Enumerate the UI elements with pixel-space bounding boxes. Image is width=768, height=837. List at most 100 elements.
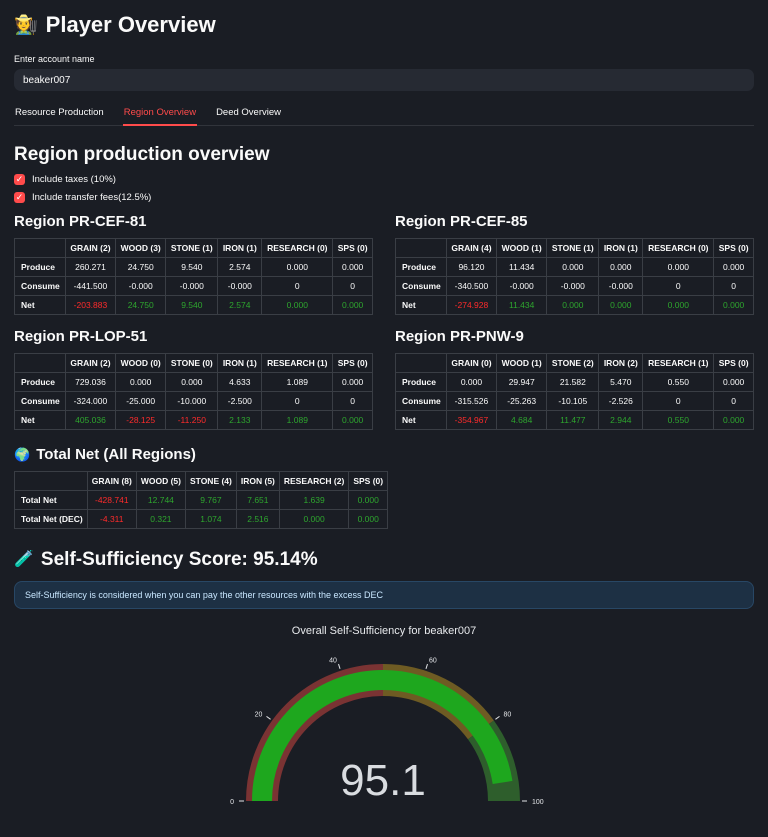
value-cell: -25.000 — [115, 391, 167, 411]
table-row: Consume -441.500 -0.000 -0.000 -0.000 0 0 — [14, 276, 373, 296]
gauge-tick-label: 100 — [532, 799, 544, 806]
farmer-icon: 🧑‍🌾 — [14, 14, 38, 36]
value-cell: 1.074 — [184, 509, 237, 529]
value-cell: -11.250 — [165, 410, 219, 430]
column-header: STONE (1) — [546, 238, 600, 258]
value-cell: 0.000 — [332, 295, 373, 315]
checkbox-include-taxes[interactable]: Include taxes (10%) — [14, 174, 754, 185]
self-sufficiency-heading: 🧪 Self-Sufficiency Score: 95.14% — [14, 549, 754, 571]
gauge-value-text: 95.1 — [340, 756, 426, 805]
region-table-wrap: GRAIN (2) WOOD (0) STONE (0) IRON (1) RESEAR… — [14, 353, 373, 430]
table-row: Net -203.883 24.750 9.540 2.574 0.000 0.000 — [14, 295, 373, 315]
column-header: RESEARCH (0) — [642, 238, 715, 258]
value-cell: 0 — [332, 391, 373, 411]
column-header: IRON (5) — [235, 471, 280, 491]
value-cell: 0 — [713, 391, 754, 411]
value-cell: 2.133 — [217, 410, 263, 430]
value-cell: 9.540 — [165, 295, 219, 315]
account-name-input[interactable] — [14, 69, 754, 91]
value-cell: 4.684 — [496, 410, 548, 430]
row-label: Produce — [395, 257, 447, 277]
total-net-table-wrap: GRAIN (8) WOOD (5) STONE (4) IRON (5) RESEAR… — [14, 471, 389, 529]
row-label: Net — [395, 295, 447, 315]
row-label: Produce — [14, 257, 66, 277]
region-title: Region PR-CEF-81 — [14, 213, 147, 230]
value-cell: 0 — [261, 391, 334, 411]
value-cell: 21.582 — [546, 372, 600, 392]
value-cell: 0.000 — [332, 257, 373, 277]
region-block: Region PR-CEF-81 GRAIN (2) WOOD (3) STONE … — [14, 213, 373, 315]
row-label: Consume — [14, 276, 66, 296]
checkbox-icon[interactable] — [14, 192, 25, 203]
column-header: WOOD (5) — [135, 471, 186, 491]
value-cell: 729.036 — [64, 372, 117, 392]
data-table: GRAIN (0) WOOD (1) STONE (2) IRON (2) RESEAR… — [395, 353, 754, 430]
value-cell: 0.000 — [713, 372, 754, 392]
value-cell: 0.000 — [115, 372, 167, 392]
column-header: STONE (0) — [165, 353, 219, 373]
value-cell: 2.516 — [235, 509, 280, 529]
value-cell: 0.000 — [713, 295, 754, 315]
table-row: Produce 0.000 29.947 21.582 5.470 0.550 0.000 — [395, 372, 754, 392]
checkbox-label: Include transfer fees(12.5%) — [32, 192, 152, 203]
gauge-tick-label: 60 — [429, 657, 437, 664]
table-row: Total Net (DEC) -4.311 0.321 1.074 2.516 0.00… — [14, 509, 389, 529]
column-header: WOOD (0) — [115, 353, 167, 373]
value-cell: 260.271 — [64, 257, 117, 277]
value-cell: 24.750 — [115, 295, 167, 315]
value-cell: 0 — [261, 276, 334, 296]
gauge-tick — [266, 715, 271, 720]
column-header: IRON (1) — [598, 238, 644, 258]
value-cell: 9.767 — [184, 490, 237, 510]
gauge-tick-label: 40 — [329, 657, 337, 664]
globe-icon: 🌍 — [14, 447, 31, 462]
gauge-tick-label: 80 — [504, 711, 512, 718]
self-sufficiency-heading-text: Self-Sufficiency Score: 95.14% — [40, 549, 318, 570]
table-row: Total Net -428.741 12.744 9.767 7.651 1.639 0.… — [14, 490, 389, 510]
checkbox-include-transfer-fees[interactable]: Include transfer fees(12.5%) — [14, 192, 754, 203]
checkbox-icon[interactable] — [14, 174, 25, 185]
column-header: RESEARCH (1) — [261, 353, 334, 373]
column-header: GRAIN (0) — [445, 353, 498, 373]
value-cell: 96.120 — [445, 257, 498, 277]
tab-resource-production[interactable]: Resource Production — [15, 107, 104, 118]
region-table-wrap: GRAIN (2) WOOD (3) STONE (1) IRON (1) RESEAR… — [14, 238, 373, 315]
value-cell: -4.311 — [86, 509, 137, 529]
value-cell: -10.105 — [546, 391, 600, 411]
gauge-svg: 0 20 40 60 80 100 95.1 — [230, 657, 544, 806]
column-header: WOOD (1) — [496, 238, 548, 258]
value-cell: -0.000 — [598, 276, 644, 296]
value-cell: 11.477 — [546, 410, 600, 430]
value-cell: -28.125 — [115, 410, 167, 430]
value-cell: 0.550 — [642, 410, 715, 430]
value-cell: -428.741 — [86, 490, 137, 510]
column-header: RESEARCH (2) — [278, 471, 350, 491]
gauge-chart: Overall Self-Sufficiency for beaker007 0… — [14, 625, 754, 817]
value-cell: 2.574 — [217, 295, 263, 315]
tab-deed-overview[interactable]: Deed Overview — [216, 107, 282, 118]
value-cell: 9.540 — [165, 257, 219, 277]
gauge-tick-label: 0 — [230, 799, 234, 806]
value-cell: -0.000 — [217, 276, 263, 296]
account-input-label: Enter account name — [14, 54, 95, 64]
tab-bar: Resource Production Region Overview Deed… — [14, 103, 754, 126]
value-cell: 0.000 — [713, 410, 754, 430]
data-table: GRAIN (4) WOOD (1) STONE (1) IRON (1) RESEAR… — [395, 238, 754, 315]
value-cell: 5.470 — [598, 372, 644, 392]
value-cell: -2.526 — [598, 391, 644, 411]
region-table-wrap: GRAIN (0) WOOD (1) STONE (2) IRON (2) RESEAR… — [395, 353, 754, 430]
value-cell: 4.633 — [217, 372, 263, 392]
value-cell: 0.550 — [642, 372, 715, 392]
value-cell: -25.263 — [496, 391, 548, 411]
value-cell: 7.651 — [235, 490, 280, 510]
column-header: IRON (1) — [217, 353, 263, 373]
tab-region-overview[interactable]: Region Overview — [122, 103, 198, 126]
value-cell: 12.744 — [135, 490, 186, 510]
column-header: SPS (0) — [713, 238, 754, 258]
value-cell: -274.928 — [445, 295, 498, 315]
region-title: Region PR-CEF-85 — [395, 213, 528, 230]
column-header: GRAIN (2) — [64, 353, 117, 373]
page-title: 🧑‍🌾 Player Overview — [14, 12, 754, 38]
gauge-tick — [338, 663, 341, 669]
region-block: Region PR-LOP-51 GRAIN (2) WOOD (0) STONE … — [14, 328, 373, 430]
